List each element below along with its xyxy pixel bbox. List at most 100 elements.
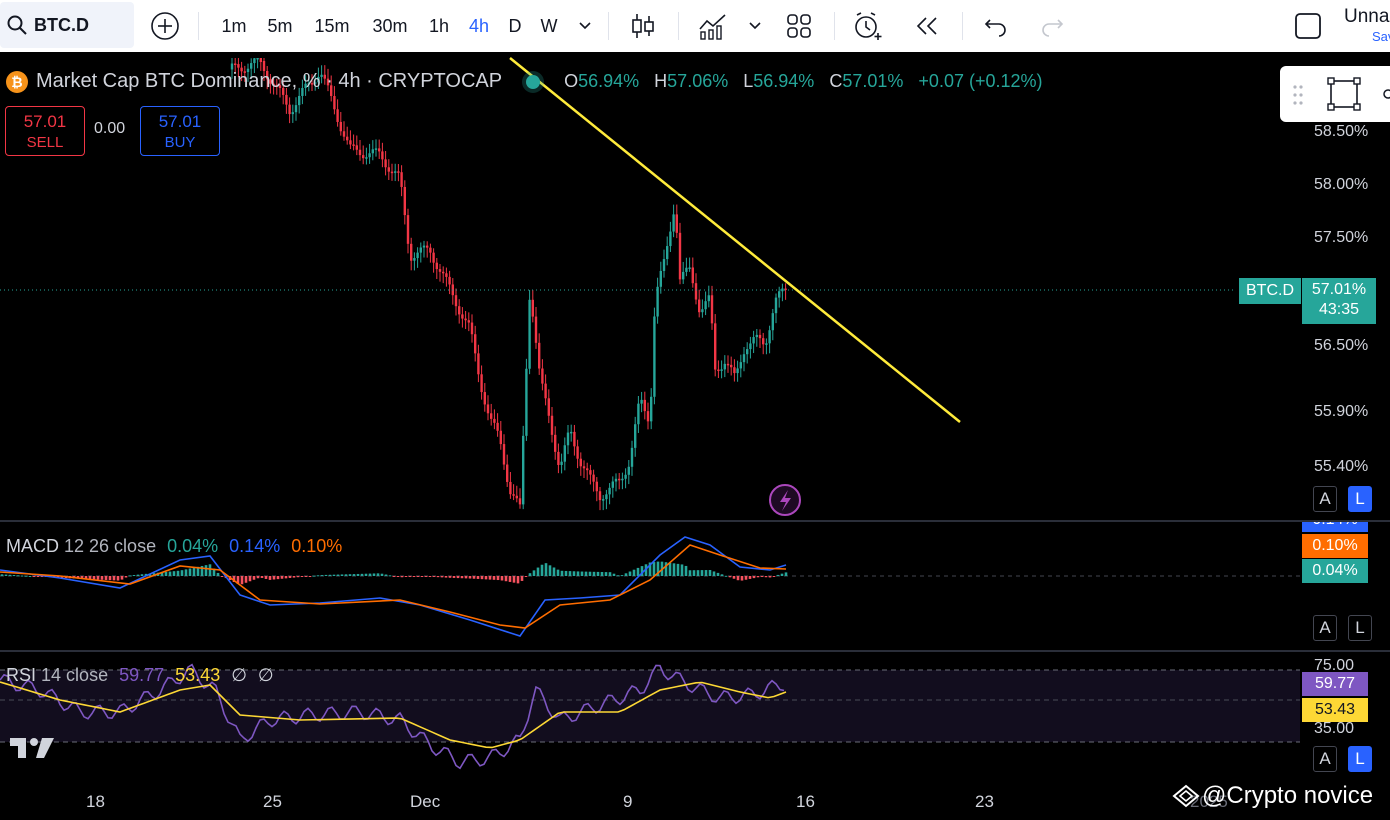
candle-body [464,318,467,321]
macd-histogram-bar [84,576,88,580]
candle-body [410,243,413,261]
candle-body [566,432,570,446]
interval-1h[interactable]: 1h [428,15,450,36]
candle-body [445,273,448,277]
macd-histogram-bar [532,570,536,576]
interval-5m[interactable]: 5m [267,15,293,36]
interval-dropdown[interactable] [572,0,598,52]
macd-histogram-bar [280,576,284,579]
macd-line [0,536,787,637]
undo-button[interactable] [980,0,1012,52]
macd-histogram-bar [676,563,680,576]
change-value: +0.07 (+0.12%) [918,71,1043,91]
redo-button[interactable] [1036,0,1068,52]
tradingview-logo-icon[interactable] [10,736,56,765]
candle-body [499,430,502,445]
candle-body [662,259,666,271]
candle-body [605,494,608,500]
pane-divider-rsi[interactable] [0,650,1390,652]
macd-histogram-bar [108,576,112,581]
candle-body [544,383,547,399]
rsi-log-scale-button[interactable]: L [1348,746,1372,772]
chevron-down-icon [579,22,591,30]
interval-4h[interactable]: 4h [468,15,490,36]
candle-body [666,246,669,260]
interval-15m[interactable]: 15m [314,15,350,36]
compare-symbol-button[interactable] [148,0,182,52]
interval-d[interactable]: D [508,15,522,36]
candle-body [419,247,422,253]
rsi-ma-tag: 53.43 [1302,698,1368,722]
indicators-button[interactable] [694,0,732,52]
candle-body [570,431,573,434]
layout-checkbox[interactable] [1292,0,1324,52]
alert-button[interactable] [850,0,886,52]
candle-body [698,299,701,313]
rectangle-tool-icon[interactable] [1326,76,1362,117]
macd-histogram-bar [324,574,328,576]
macd-log-scale-button[interactable]: L [1348,615,1372,641]
macd-histogram-bar [512,576,516,583]
macd-histogram-bar [524,576,528,577]
candle-body [778,291,781,298]
macd-histogram-bar [80,576,84,579]
candle-body [755,334,758,338]
macd-histogram-bar [32,576,36,577]
interval-30m[interactable]: 30m [372,15,408,36]
log-scale-button[interactable]: L [1348,486,1372,512]
symbol-search[interactable]: BTC.D [0,2,134,48]
price-candles [230,58,787,511]
main-legend: ₿ Market Cap BTC Dominance, % · 4h · CRY… [6,70,1053,93]
macd-histogram-bar [12,575,16,577]
candle-body [429,247,432,253]
candle-body [275,84,278,87]
candle-body [230,63,234,70]
drag-handle-icon[interactable] [1292,84,1304,111]
candle-body [486,404,490,414]
market-status-icon[interactable] [526,74,541,89]
macd-histogram-bar [196,566,200,576]
macd-histogram-bar [540,564,544,576]
macd-histogram-bar [376,573,380,576]
replay-button[interactable] [910,0,944,52]
trendline[interactable] [509,57,961,423]
candle-body [784,288,787,291]
rsi-name[interactable]: RSI [6,665,37,685]
rsi-ma-line [0,681,787,749]
layout-name[interactable]: Unna [1344,6,1390,27]
candle-body [621,478,624,481]
pane-divider-macd[interactable] [0,520,1390,522]
macd-auto-scale-button[interactable]: A [1313,615,1337,641]
macd-name[interactable]: MACD [6,536,59,556]
sell-button[interactable]: 57.01 SELL [5,106,85,156]
series-title[interactable]: Market Cap BTC Dominance, % · 4h · CRYPT… [36,70,503,92]
buy-button[interactable]: 57.01 BUY [140,106,220,156]
chart-type-button[interactable] [626,0,660,52]
candle-body [442,271,445,274]
lightning-icon[interactable] [769,484,801,516]
low-value: 56.94% [753,71,815,91]
candle-body [736,368,739,374]
candle-body [646,411,650,422]
indicators-dropdown[interactable] [742,0,768,52]
templates-button[interactable] [782,0,816,52]
macd-signal-value: 0.10% [291,536,343,556]
macd-histogram-bar [776,574,780,576]
rsi-auto-scale-button[interactable]: A [1313,746,1337,772]
macd-histogram-bar [464,576,468,579]
macd-histogram-bar [380,573,384,576]
candle-body [282,88,285,95]
candle-body [614,478,618,482]
candle-body [438,269,442,272]
auto-scale-button[interactable]: A [1313,486,1337,512]
close-value: 57.01% [842,71,904,91]
symbol-price-tag: BTC.D [1239,278,1301,304]
high-value: 57.06% [667,71,729,91]
interval-1m[interactable]: 1m [221,15,247,36]
macd-histogram-bar [544,563,548,576]
indicators-icon [699,14,726,40]
more-tools-icon[interactable] [1380,86,1390,102]
interval-w[interactable]: W [540,15,558,36]
candle-body [525,368,528,436]
